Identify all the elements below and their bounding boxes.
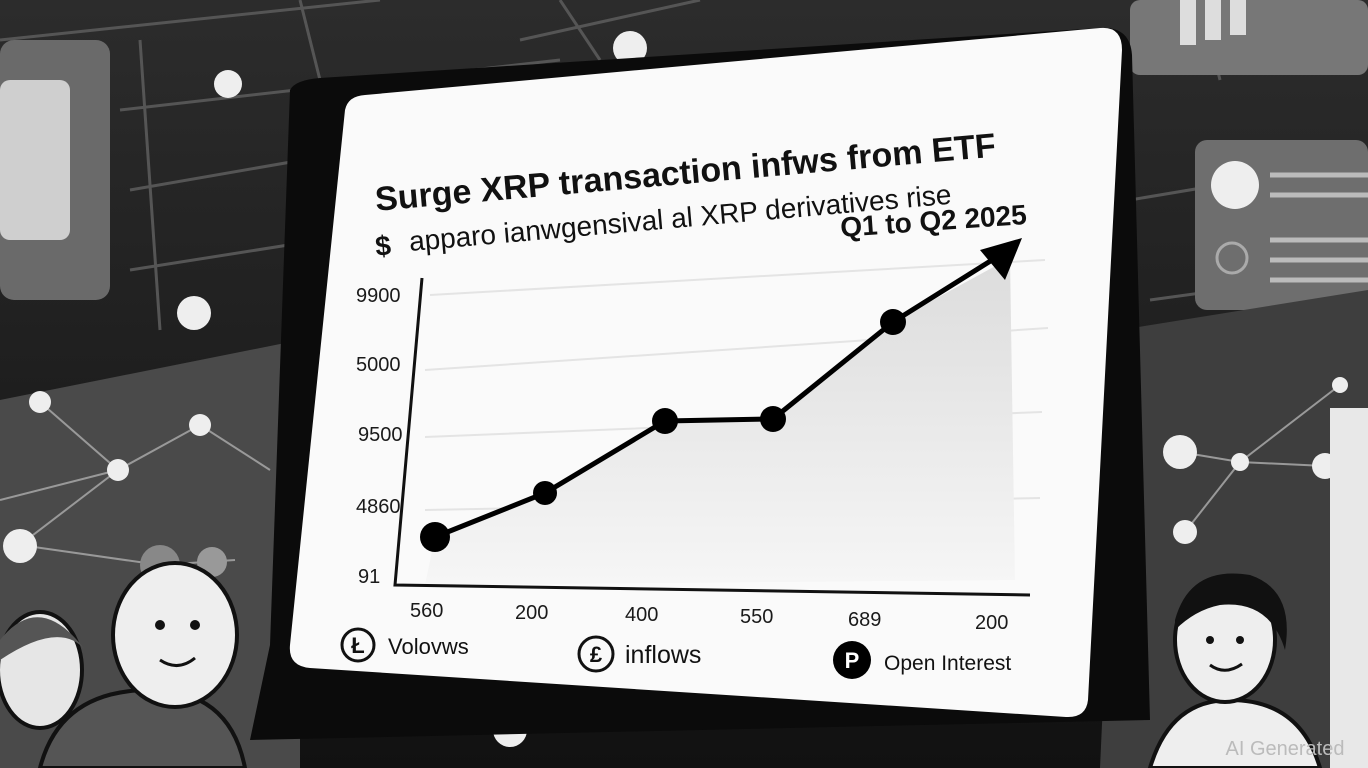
legend-label: Open Interest [884,652,1011,675]
right-screen-dot [1211,161,1259,209]
x-label: 550 [740,606,773,628]
grid-lines [424,259,1049,511]
person-left [0,561,248,768]
axes [393,277,1031,597]
arrow-head [980,238,1022,280]
legend-icon-glyph: Ł [351,633,364,658]
left-screen-inner [0,80,70,240]
x-label: 200 [515,602,548,624]
legend-icon [577,635,615,673]
x-label: 689 [848,609,881,631]
right-screen [1195,140,1368,310]
y-label: 91 [358,566,380,588]
legend: Ł Volovws £ inflows P Open Interest [340,627,1011,679]
x-label: 560 [410,600,443,622]
top-right-screen [1130,0,1368,75]
y-label: 9500 [358,424,403,446]
line [434,252,1002,540]
line-points [420,309,906,552]
y-label: 9900 [356,285,401,307]
y-label: 5000 [356,354,401,376]
legend-icon-glyph: £ [590,642,603,667]
x-label: 200 [975,612,1008,634]
x-axis-labels: 560 200 400 550 689 200 [410,600,1008,634]
right-pillar [1330,408,1368,768]
legend-icon-glyph: P [845,648,860,673]
legend-icon [833,641,871,679]
legend-label: Volovws [388,634,469,659]
top-right-bars [1180,0,1246,45]
y-axis-labels: 9900 5000 9500 4860 91 [356,285,403,588]
currency-symbol: $ [374,230,393,262]
person-right [1147,573,1323,768]
watermark: AI Generated [1226,738,1345,760]
legend-icon [340,627,376,663]
right-screen-ring [1215,241,1249,275]
y-label: 4860 [356,496,401,518]
x-label: 400 [625,604,658,626]
legend-label: inflows [625,641,701,669]
right-screen-lines [1270,172,1368,283]
right-wall [1100,290,1368,768]
